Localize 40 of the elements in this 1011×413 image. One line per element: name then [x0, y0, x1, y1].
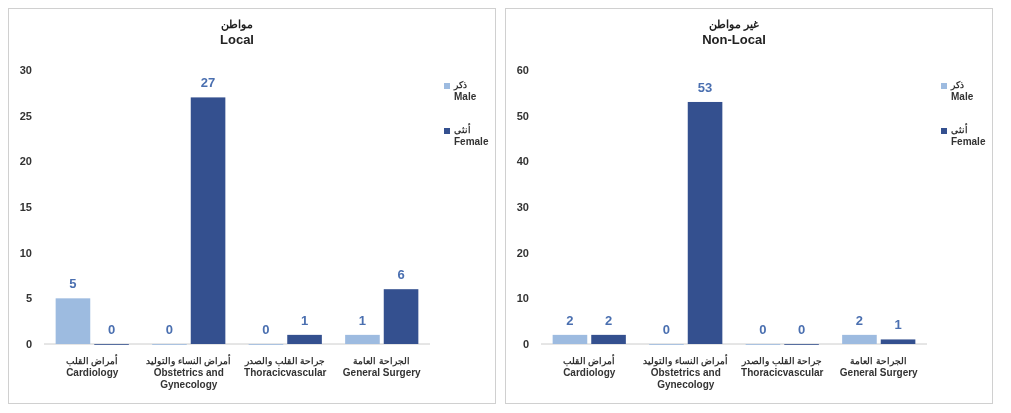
y-tick-label: 20 — [516, 246, 529, 259]
data-label: 0 — [262, 322, 270, 337]
bar — [591, 334, 626, 344]
bar — [287, 334, 322, 344]
bar — [190, 97, 226, 344]
y-tick-label: 30 — [19, 64, 32, 76]
bar — [842, 334, 877, 344]
y-tick-label: 15 — [19, 201, 32, 213]
data-label: 0 — [107, 322, 116, 337]
y-tick-label: 5 — [25, 292, 32, 305]
y-tick-label: 10 — [19, 246, 32, 259]
data-label: 27 — [200, 75, 216, 91]
bar — [383, 289, 419, 344]
data-label: 5 — [69, 276, 77, 292]
y-tick-label: 60 — [516, 64, 529, 76]
bar — [345, 334, 380, 344]
data-label: 1 — [358, 312, 367, 328]
data-label: 0 — [797, 322, 806, 337]
data-label: 2 — [604, 312, 613, 328]
data-label: 2 — [855, 312, 864, 328]
data-label: 0 — [165, 322, 174, 337]
bar — [687, 101, 723, 344]
y-tick-label: 0 — [25, 338, 32, 350]
y-tick-label: 10 — [516, 292, 529, 305]
y-tick-label: 30 — [516, 201, 529, 213]
y-tick-label: 20 — [19, 155, 32, 168]
bar — [552, 334, 588, 344]
data-label: 0 — [759, 322, 767, 337]
data-label: 53 — [697, 79, 713, 95]
bar — [55, 298, 91, 344]
y-tick-label: 40 — [516, 155, 529, 168]
y-tick-label: 0 — [522, 338, 529, 350]
data-label: 2 — [566, 312, 574, 328]
y-tick-label: 50 — [516, 109, 529, 122]
data-label: 6 — [397, 267, 405, 283]
y-tick-label: 25 — [19, 109, 32, 122]
data-label: 0 — [662, 322, 671, 337]
data-label: 1 — [300, 312, 309, 328]
bar — [880, 339, 916, 344]
data-label: 1 — [894, 317, 902, 333]
